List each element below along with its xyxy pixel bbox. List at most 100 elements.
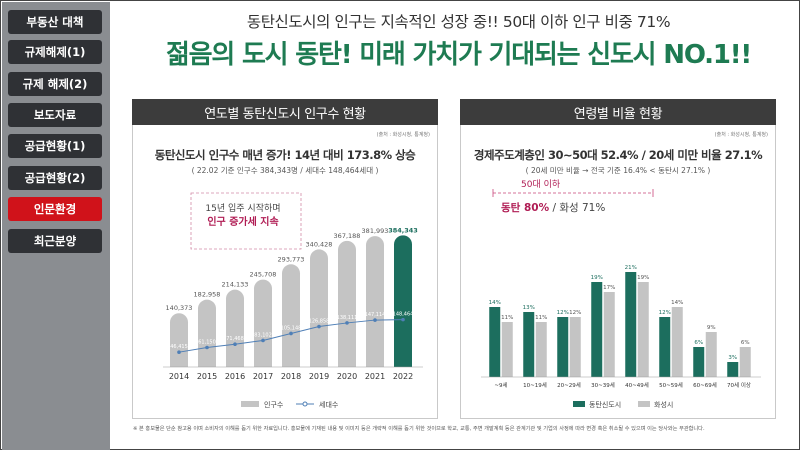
year-tick-2019: 2019 [309,372,329,381]
population-bar-cap-2015 [198,299,216,318]
population-source: (출처 : 화성시청, 통계청) [376,132,430,138]
households-point-2014 [177,350,181,354]
population-bar-cap-2017 [254,279,272,298]
households-value-2018: 105,148 [281,325,302,331]
age-value-dongtan-1: 13% [523,305,535,311]
age-callout-main: 동탄 80% / 화성 71% [501,201,605,214]
population-bar-2022 [394,244,412,367]
age-value-dongtan-2: 12% [557,310,569,316]
age-bar-hwaseong-7 [739,347,751,377]
age-tick-5: 50~59세 [659,381,683,389]
population-value-2018: 293,773 [278,255,305,263]
age-bar-dongtan-1 [523,312,535,377]
age-tick-4: 40~49세 [625,381,649,389]
legend-hwaseong-swatch [638,401,650,407]
population-bar-cap-2019 [310,249,328,268]
age-callout-main-bold: 동탄 80% [501,201,550,214]
population-bar-2019 [310,258,328,367]
year-tick-2018: 2018 [281,372,301,381]
households-value-2022: 148,464 [393,312,414,318]
age-bar-dongtan-6 [693,347,705,377]
legend-dongtan-swatch [573,401,585,407]
sidebar-item-supply-2[interactable]: 공급현황(2) [8,166,102,190]
year-tick-2014: 2014 [169,372,189,381]
age-bar-dongtan-4 [625,272,637,377]
age-panel-title: 연령별 비율 현황 [460,99,776,125]
legend-hwaseong-label: 화성시 [654,400,673,409]
age-bar-hwaseong-3 [603,292,615,377]
age-value-hwaseong-3: 17% [603,285,615,291]
disclaimer-footnote: ※ 본 홍보물은 단순 참고용 이며 소비자의 이해를 돕기 위한 자료입니다.… [133,426,705,432]
population-value-2014: 140,373 [166,304,193,312]
age-value-dongtan-3: 19% [591,275,603,281]
age-value-dongtan-6: 6% [694,340,703,346]
year-tick-2020: 2020 [337,372,357,381]
age-panel-body: (출처 : 화성시청, 통계청) 경제주도계층인 30~50대 52.4% / … [460,125,776,419]
age-bar-dongtan-7 [727,362,739,377]
year-tick-2022: 2022 [393,372,413,381]
age-value-hwaseong-2: 12% [569,310,581,316]
population-bar-cap-2020 [338,240,356,259]
households-value-2017: 83,102 [254,332,272,338]
age-callout-main-rest: / 화성 71% [549,202,605,214]
population-callout-box [190,192,302,250]
legend-households-label: 세대수 [319,400,339,409]
age-value-hwaseong-0: 11% [501,315,513,321]
households-point-2016 [233,342,237,346]
population-bar-2018 [282,273,300,367]
legend-dongtan-label: 동탄신도시 [589,400,621,409]
age-value-hwaseong-1: 11% [535,315,547,321]
age-value-dongtan-7: 3% [728,355,737,361]
population-value-2017: 245,708 [250,271,277,279]
households-value-2014: 46,415 [170,344,188,350]
population-bar-2016 [226,298,244,367]
households-value-2016: 71,468 [226,336,244,342]
age-bar-hwaseong-5 [671,307,683,377]
age-value-hwaseong-4: 19% [637,275,649,281]
population-bar-cap-2016 [226,289,244,308]
age-bar-hwaseong-1 [535,322,547,377]
age-bar-hwaseong-0 [501,322,513,377]
sidebar-item-press[interactable]: 보도자료 [8,103,102,127]
population-panel-body: (출처 : 화성시청, 통계청) 동탄신도시 인구수 매년 증가! 14년 대비… [132,125,438,419]
households-point-2015 [205,345,209,350]
age-tick-0: ~9세 [494,381,507,389]
population-bar-2015 [198,308,216,367]
sidebar-item-deregulation-1[interactable]: 규제해제(1) [8,40,102,64]
legend-population-swatch [241,401,259,407]
households-value-2019: 126,858 [309,319,330,325]
population-chart-headline: 동탄신도시 인구수 매년 증가! 14년 대비 173.8% 상승 [154,148,416,162]
sidebar-item-policy[interactable]: 부동산 대책 [8,10,102,34]
age-value-hwaseong-7: 6% [741,340,750,346]
year-tick-2021: 2021 [365,372,385,381]
households-point-2022 [401,317,405,322]
age-value-dongtan-0: 14% [489,300,501,306]
population-bar-2020 [338,249,356,367]
age-bar-hwaseong-2 [569,317,581,377]
sidebar-item-recent-sales[interactable]: 최근분양 [8,229,102,253]
population-bar-cap-2021 [366,236,384,255]
households-value-2021: 147,114 [365,312,386,318]
population-value-2019: 340,428 [306,240,333,248]
age-bar-dongtan-3 [591,282,603,377]
sidebar-item-deregulation-2[interactable]: 규제 해제(2) [8,72,102,96]
age-value-dongtan-4: 21% [625,265,637,271]
age-callout-label: 50대 이하 [521,179,561,190]
age-tick-1: 10~19세 [523,381,547,389]
age-value-dongtan-5: 12% [659,310,671,316]
population-chart: 15년 입주 시작하며 인구 증가세 지속 인구수 세대수 140,373 201… [163,192,423,409]
sidebar-item-supply-1[interactable]: 공급현황(1) [8,134,102,158]
population-value-2021: 381,993 [362,227,389,235]
households-point-2018 [289,331,293,336]
year-tick-2016: 2016 [225,372,245,381]
age-value-hwaseong-6: 9% [707,325,716,331]
age-tick-6: 60~69세 [693,381,717,389]
age-bar-hwaseong-4 [637,282,649,377]
sidebar-item-environment[interactable]: 인문환경 [8,197,102,221]
age-bar-dongtan-0 [489,307,501,377]
households-point-2020 [345,321,349,325]
age-chart: 50대 이하 동탄 80% / 화성 71% 동탄신도시 화성시 14% 11% ~… [481,179,761,409]
population-chart-subline: ( 22.02 기준 인구수 384,343명 / 세대수 148,464세대 … [191,166,379,175]
sidebar-nav: 부동산 대책 규제해제(1) 규제 해제(2) 보도자료 공급현황(1) 공급현… [2,2,110,450]
